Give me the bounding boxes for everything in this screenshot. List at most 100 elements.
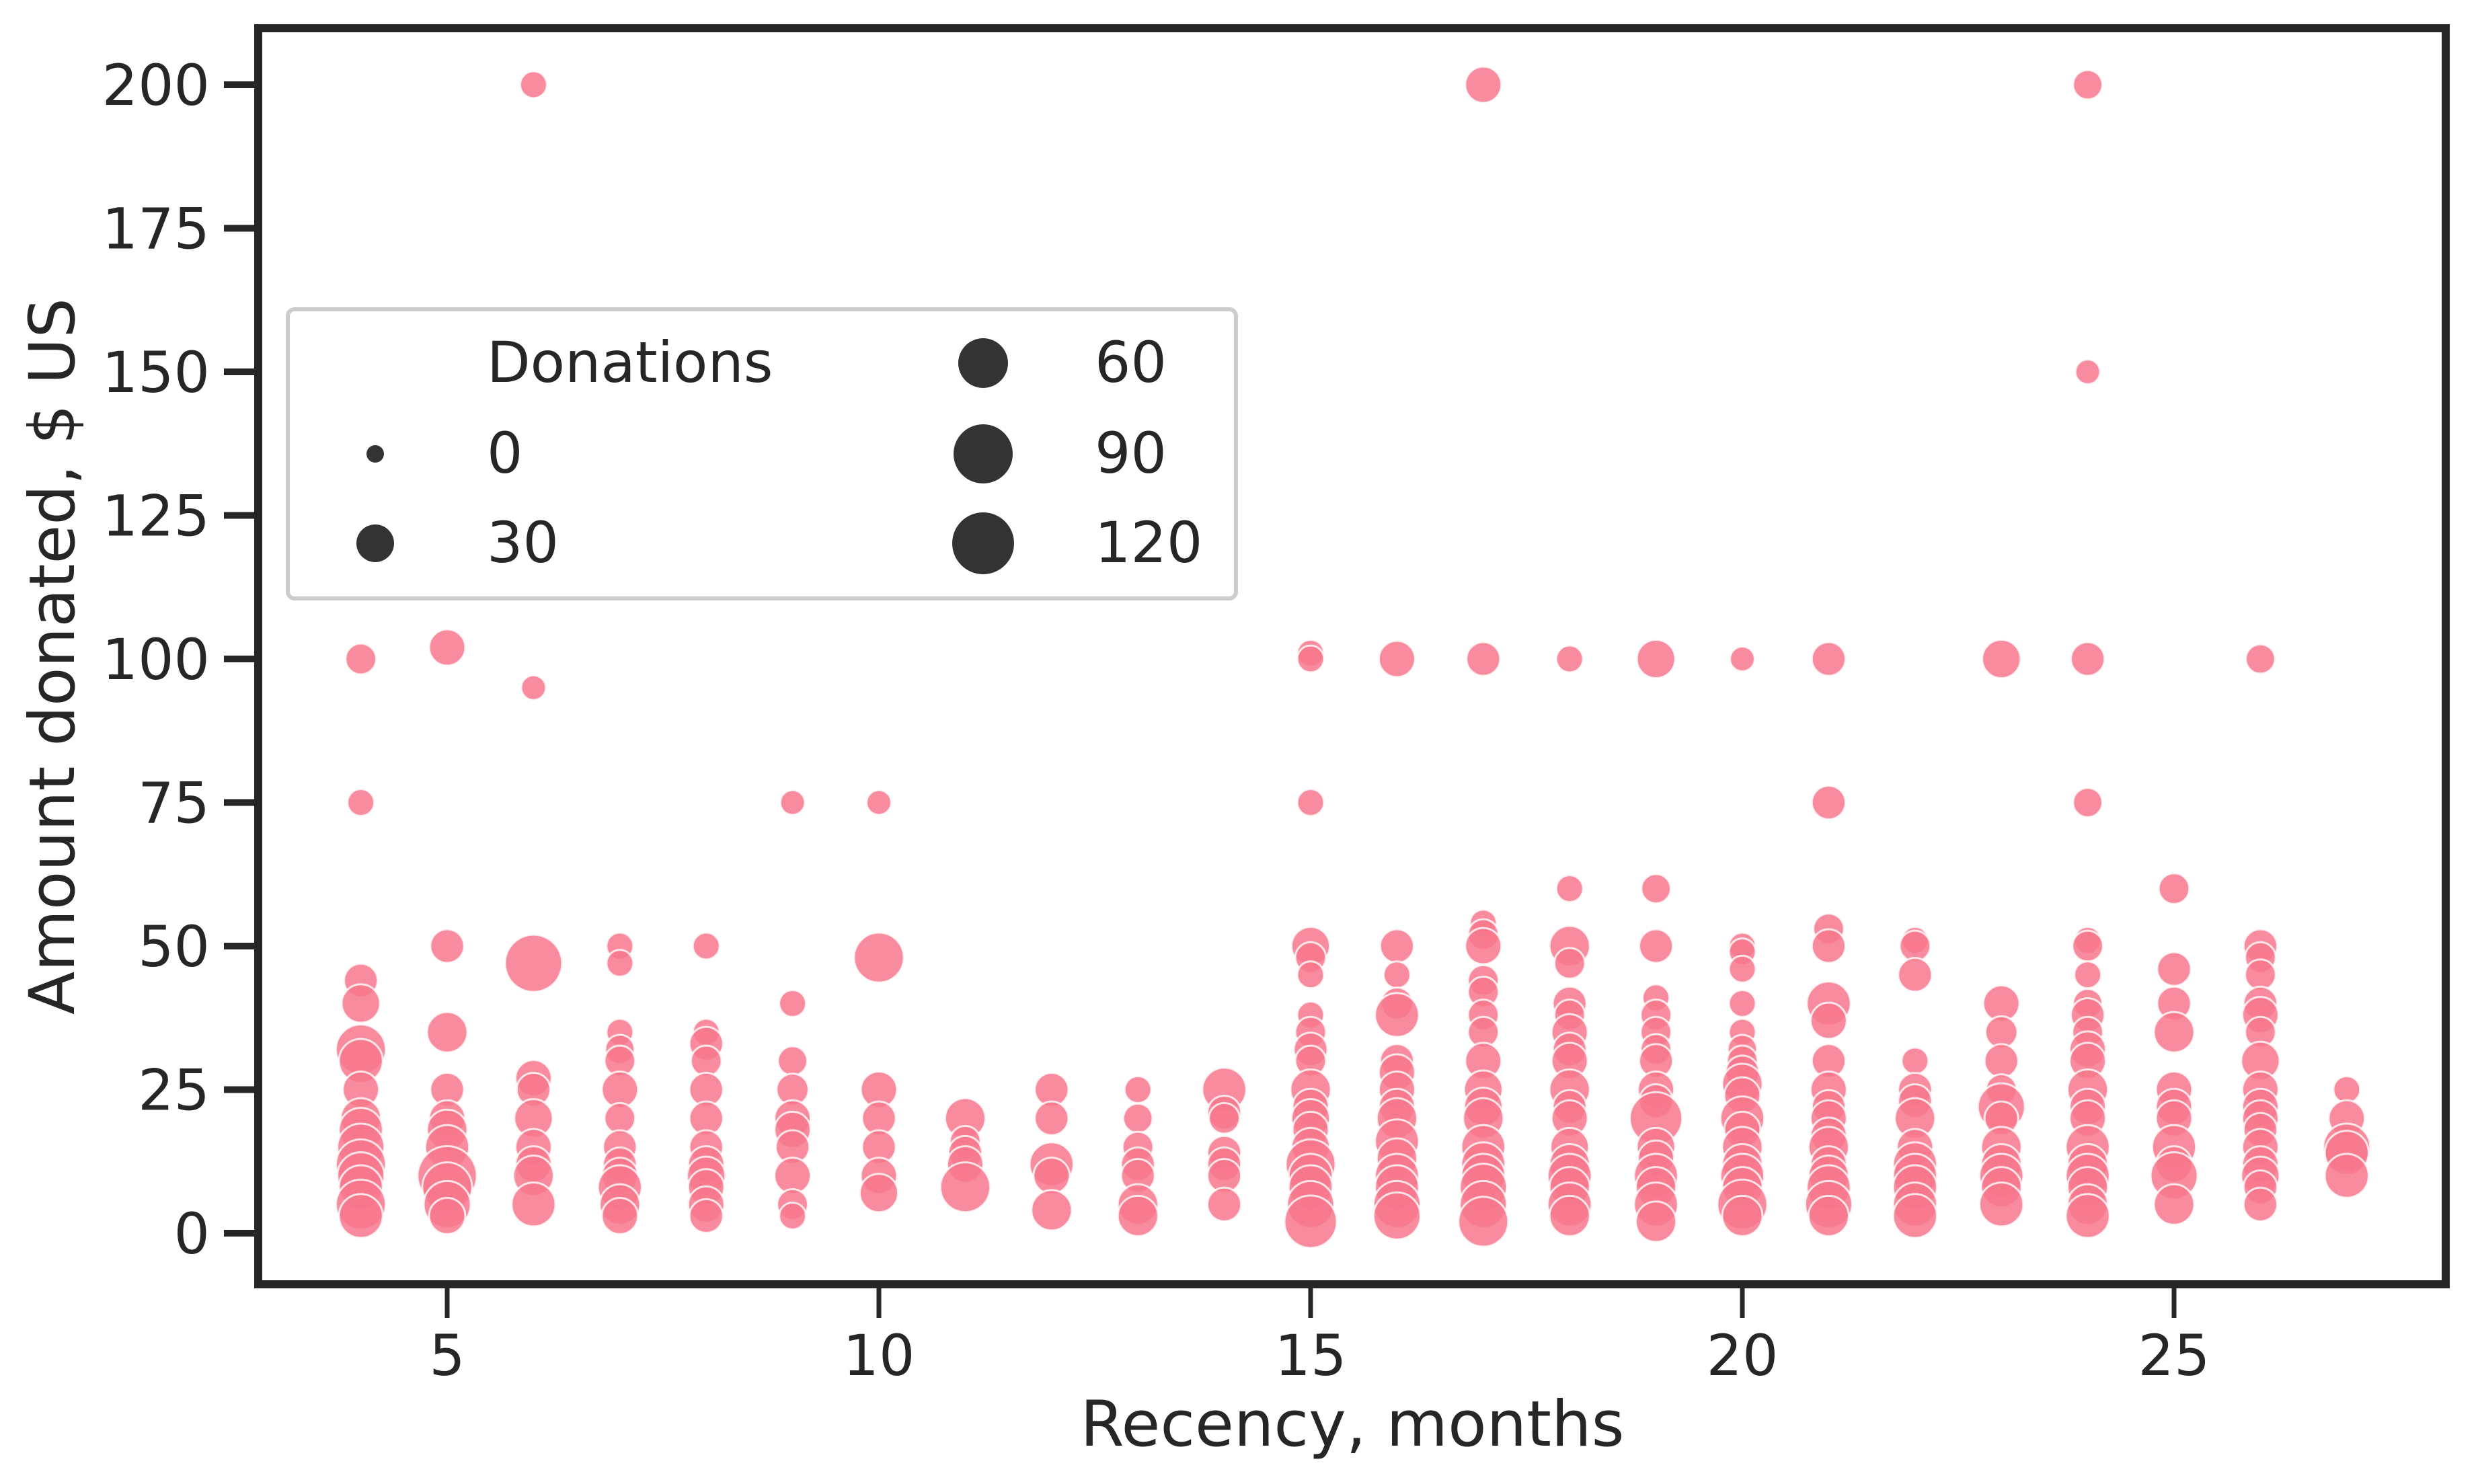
y-tick-label: 50 <box>138 914 210 980</box>
data-point <box>1372 1191 1422 1241</box>
data-point <box>1728 988 1757 1018</box>
data-point <box>1296 960 1325 990</box>
legend-label-30: 30 <box>487 510 559 576</box>
data-point <box>426 1011 469 1054</box>
data-point <box>1810 928 1847 964</box>
data-point <box>1553 947 1586 980</box>
legend-marker-120 <box>952 512 1014 574</box>
data-point <box>2153 1011 2196 1054</box>
data-point <box>1892 1193 1938 1239</box>
data-point <box>853 931 905 984</box>
data-point <box>1981 638 2022 680</box>
data-point <box>2156 951 2192 987</box>
legend-marker-0 <box>366 445 384 463</box>
x-axis-ticks: 5 10 15 20 25 <box>429 1284 2210 1389</box>
x-axis-label: Recency, months <box>1080 1388 1624 1461</box>
data-point <box>346 788 376 817</box>
data-point <box>1208 1101 1241 1135</box>
y-tick-label: 100 <box>102 627 210 693</box>
data-point <box>1030 1189 1073 1232</box>
data-point <box>1728 954 1757 984</box>
data-point <box>865 789 892 816</box>
data-point <box>1123 1075 1153 1104</box>
y-tick-label: 0 <box>174 1201 210 1267</box>
data-point <box>688 1198 724 1234</box>
y-tick-label: 175 <box>102 196 210 262</box>
legend-title: Donations <box>487 329 773 395</box>
data-point <box>2242 1186 2278 1222</box>
legend-label-0: 0 <box>487 420 522 486</box>
data-point <box>1122 1102 1154 1134</box>
x-tick-label: 15 <box>1275 1323 1347 1389</box>
data-point <box>504 933 564 993</box>
data-point <box>1374 992 1420 1038</box>
y-tick-label: 200 <box>102 52 210 118</box>
data-point <box>2070 641 2106 677</box>
data-point <box>777 1045 808 1077</box>
data-point <box>1296 644 1325 674</box>
data-point <box>510 1181 557 1228</box>
data-point <box>1116 1194 1159 1237</box>
data-point <box>1638 928 1674 964</box>
data-point <box>778 1201 808 1231</box>
data-point <box>2071 929 2104 963</box>
data-point <box>2332 1075 2362 1104</box>
y-tick-label: 125 <box>102 483 210 549</box>
data-point <box>779 789 806 816</box>
legend: Donations 0 30 60 90 120 <box>286 307 1238 600</box>
data-point <box>1635 638 1676 680</box>
data-point <box>2244 958 2277 992</box>
data-point <box>1548 1194 1591 1237</box>
data-point <box>2074 358 2101 385</box>
legend-marker-30 <box>356 524 394 562</box>
legend-label-60: 60 <box>1095 329 1167 395</box>
data-point <box>1034 1100 1070 1136</box>
y-tick-label: 150 <box>102 340 210 405</box>
data-point <box>1465 641 1502 677</box>
data-point <box>778 988 808 1018</box>
x-tick-label: 10 <box>843 1323 915 1389</box>
data-point <box>1464 927 1503 966</box>
data-point <box>338 1193 384 1239</box>
data-point <box>1555 644 1584 674</box>
data-point <box>1640 873 1672 904</box>
data-point <box>1457 1196 1510 1248</box>
x-tick-label: 20 <box>1707 1323 1779 1389</box>
data-point <box>2153 1183 2196 1226</box>
data-point <box>1900 1046 1930 1076</box>
data-point <box>1555 874 1584 904</box>
y-axis-label: Amount donated, $ US <box>16 298 89 1015</box>
data-point <box>1897 957 1933 993</box>
data-point <box>2323 1153 2370 1199</box>
data-point <box>1378 639 1416 678</box>
data-point <box>2073 960 2103 990</box>
legend-label-90: 90 <box>1095 420 1167 486</box>
data-point <box>601 1196 640 1235</box>
y-tick-label: 25 <box>138 1058 210 1124</box>
legend-marker-90 <box>954 424 1013 483</box>
data-point <box>1206 1186 1243 1222</box>
data-point <box>1898 929 1932 963</box>
data-point <box>520 674 547 701</box>
data-point <box>858 1173 900 1214</box>
data-point <box>1296 788 1325 817</box>
data-point <box>1983 1043 2019 1079</box>
data-point <box>1032 1157 1071 1195</box>
legend-label-120: 120 <box>1095 510 1202 576</box>
x-tick-label: 5 <box>429 1323 465 1389</box>
data-point <box>2157 872 2191 905</box>
data-point <box>428 628 467 667</box>
data-point <box>1382 960 1411 990</box>
data-point <box>1464 65 1503 104</box>
data-point <box>340 983 381 1024</box>
data-point <box>1729 646 1756 672</box>
data-point <box>689 1044 723 1078</box>
x-tick-label: 25 <box>2138 1323 2210 1389</box>
data-point <box>2072 69 2103 101</box>
data-point <box>1283 1194 1338 1249</box>
data-point <box>1810 784 1847 821</box>
data-point <box>344 642 377 676</box>
data-point <box>691 931 721 961</box>
data-point <box>603 1101 637 1135</box>
